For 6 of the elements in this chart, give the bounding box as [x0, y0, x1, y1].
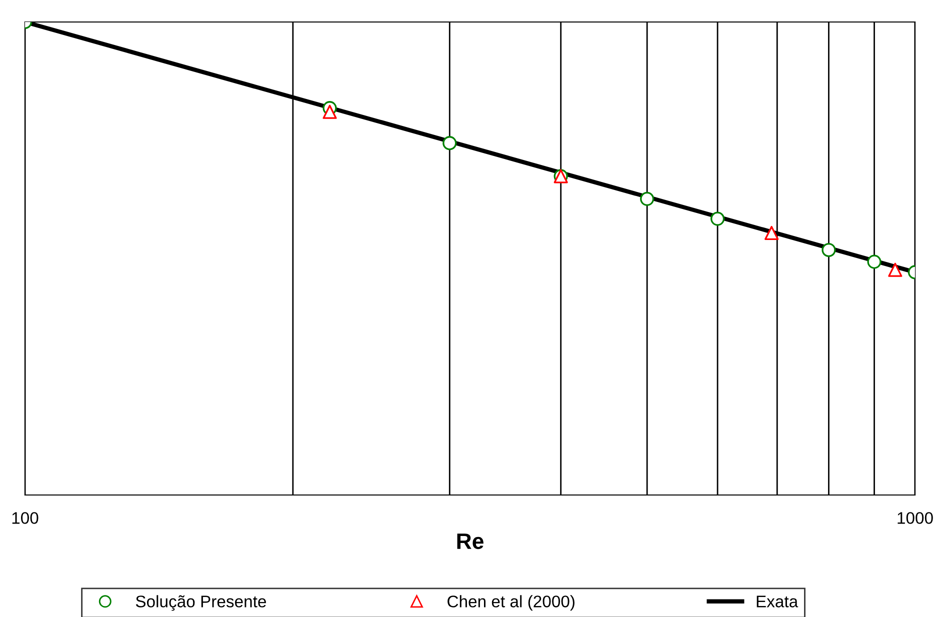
- legend-label: Chen et al (2000): [448, 595, 574, 611]
- x-tick-label: 100: [12, 512, 38, 524]
- x-axis-title: Re: [457, 534, 484, 550]
- legend-label: Solução Presente: [136, 595, 266, 611]
- x-tick-label: 1000: [898, 512, 933, 524]
- legend-label: Exata: [756, 596, 798, 608]
